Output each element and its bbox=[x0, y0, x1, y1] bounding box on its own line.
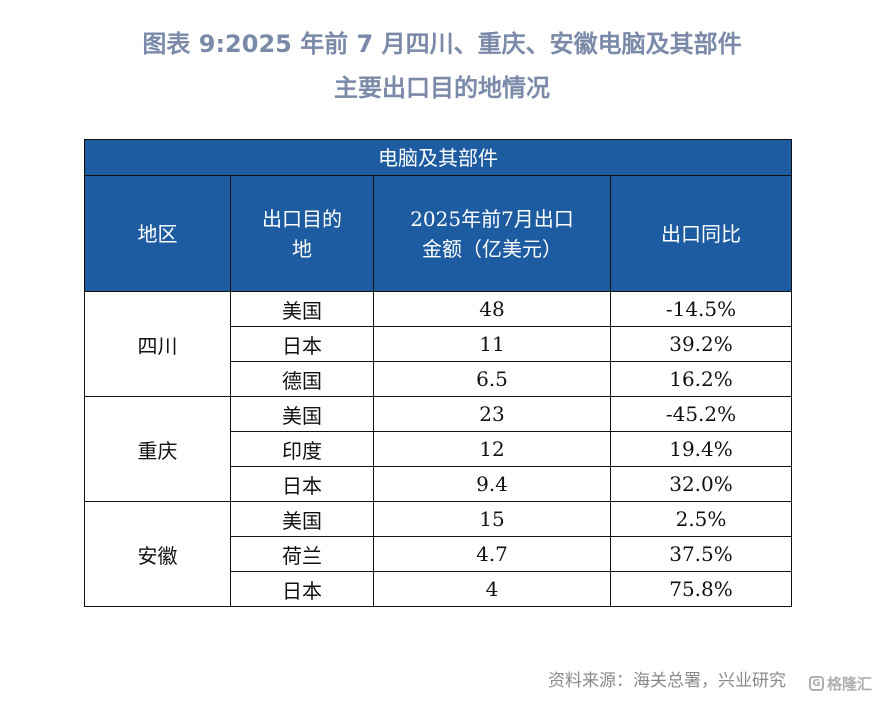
table-row: 日本 4 75.8% bbox=[85, 571, 792, 607]
watermark-text: 格隆汇 bbox=[826, 675, 872, 693]
destination-cell: 日本 bbox=[230, 326, 374, 362]
watermark-icon: G bbox=[808, 676, 824, 691]
yoy-cell: 32.0% bbox=[610, 466, 792, 502]
table-row: 重庆 美国 23 -45.2% bbox=[84, 396, 792, 502]
column-header: 出口同比 bbox=[610, 175, 792, 292]
watermark-logo: G 格隆汇 bbox=[808, 673, 872, 694]
yoy-cell: 19.4% bbox=[610, 431, 792, 467]
column-header: 地区 bbox=[84, 175, 231, 292]
table-row: 日本 9.4 32.0% bbox=[85, 466, 792, 502]
yoy-cell: 75.8% bbox=[610, 571, 792, 607]
region-cell: 四川 bbox=[84, 291, 231, 397]
table-row: 四川 美国 48 -14.5% bbox=[84, 291, 792, 397]
column-header: 出口目的地 bbox=[230, 175, 374, 292]
amount-cell: 23 bbox=[373, 396, 611, 432]
table-row: 日本 11 39.2% bbox=[85, 326, 792, 362]
amount-cell: 4 bbox=[373, 571, 611, 607]
amount-cell: 15 bbox=[373, 501, 611, 537]
amount-cell: 6.5 bbox=[373, 361, 611, 397]
amount-cell: 48 bbox=[373, 291, 611, 327]
export-table: 电脑及其部件 地区 出口目的地 2025年前7月出口 金额（亿美元） 出口同比 四川 美国… bbox=[84, 139, 792, 607]
column-header: 2025年前7月出口 金额（亿美元） bbox=[373, 175, 611, 292]
destination-cell: 印度 bbox=[230, 431, 374, 467]
destination-cell: 日本 bbox=[230, 466, 374, 502]
table-row: 荷兰 4.7 37.5% bbox=[85, 536, 792, 572]
source-note: 资料来源：海关总署，兴业研究 bbox=[548, 671, 786, 691]
chart-title-line1: 图表 9:2025 年前 7 月四川、重庆、安徽电脑及其部件 bbox=[142, 30, 742, 58]
region-cell: 安徽 bbox=[84, 501, 231, 607]
chart-title-line2: 主要出口目的地情况 bbox=[334, 74, 550, 102]
yoy-cell: 2.5% bbox=[610, 501, 792, 537]
destination-cell: 德国 bbox=[230, 361, 374, 397]
yoy-cell: 16.2% bbox=[610, 361, 792, 397]
destination-cell: 美国 bbox=[230, 501, 374, 537]
destination-cell: 日本 bbox=[230, 571, 374, 607]
amount-cell: 4.7 bbox=[373, 536, 611, 572]
table-title: 电脑及其部件 bbox=[84, 139, 792, 176]
destination-cell: 荷兰 bbox=[230, 536, 374, 572]
table-row: 安徽 美国 15 2.5% bbox=[84, 501, 792, 607]
yoy-cell: 37.5% bbox=[610, 536, 792, 572]
region-cell: 重庆 bbox=[84, 396, 231, 502]
yoy-cell: -45.2% bbox=[610, 396, 792, 432]
amount-cell: 9.4 bbox=[373, 466, 611, 502]
yoy-cell: 39.2% bbox=[610, 326, 792, 362]
amount-cell: 12 bbox=[373, 431, 611, 467]
destination-cell: 美国 bbox=[230, 396, 374, 432]
destination-cell: 美国 bbox=[230, 291, 374, 327]
amount-cell: 11 bbox=[373, 326, 611, 362]
yoy-cell: -14.5% bbox=[610, 291, 792, 327]
